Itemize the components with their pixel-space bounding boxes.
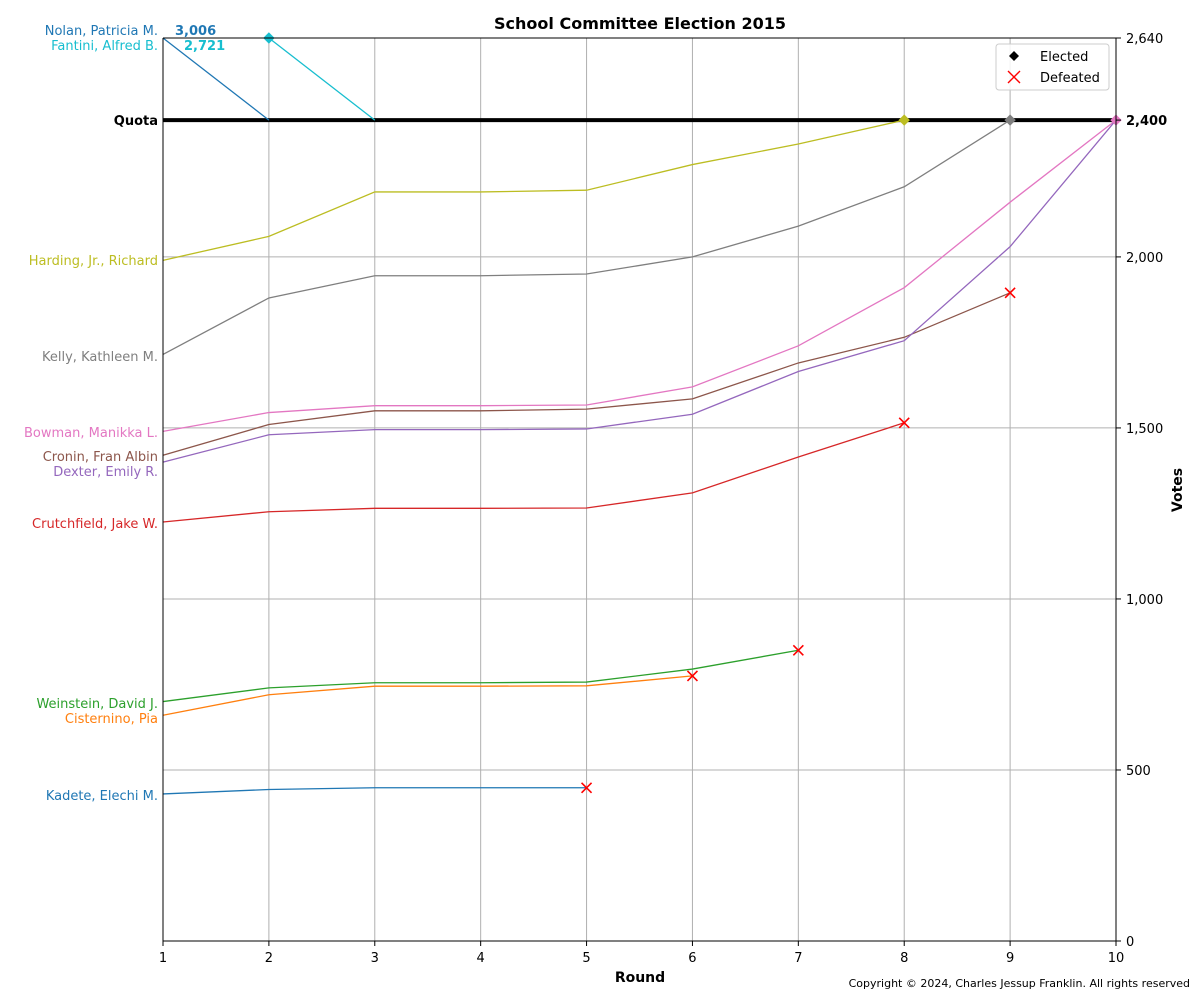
y-tick-label: 0	[1126, 935, 1134, 950]
defeated-marker	[792, 644, 804, 656]
series-line	[162, 649, 799, 703]
x-tick-label: 7	[794, 951, 802, 966]
candidate-label: Nolan, Patricia M.	[45, 24, 158, 39]
x-tick-label: 8	[900, 951, 908, 966]
candidate-label: Dexter, Emily R.	[53, 465, 158, 480]
series-line	[162, 787, 587, 795]
y-tick-label: 2,000	[1126, 251, 1163, 266]
defeated-marker	[1004, 287, 1016, 299]
x-tick-label: 6	[688, 951, 696, 966]
y-tick-label: 500	[1126, 764, 1151, 779]
candidate-label: Bowman, Manikka L.	[24, 426, 158, 441]
start-value-label: 2,721	[184, 39, 225, 54]
start-value-label: 3,006	[175, 24, 216, 39]
legend-label: Elected	[1040, 50, 1088, 65]
series-group	[162, 37, 1117, 795]
series-labels: Nolan, Patricia M. 3,006 Fantini, Alfred B…	[24, 24, 225, 804]
series-line	[162, 422, 905, 523]
elected-marker	[898, 114, 910, 126]
quota-line-group: Quota	[114, 114, 1116, 129]
series-line	[162, 119, 1117, 432]
candidate-label: Weinstein, David J.	[36, 697, 158, 712]
defeated-marker	[898, 417, 910, 429]
x-axis-label: Round	[615, 970, 665, 986]
axes: 1 2 3 4 5 6 7 8 9 100 500 1,000 1,500 2,000 2,400 2,640	[159, 32, 1167, 966]
legend-defeated-icon	[1007, 70, 1021, 84]
y-tick-label: 2,640	[1126, 32, 1163, 47]
y-axis-label: Votes	[1170, 468, 1186, 512]
legend-label: Defeated	[1040, 71, 1100, 86]
x-tick-label: 3	[371, 951, 379, 966]
defeated-marker	[686, 670, 699, 682]
elected-marker	[1004, 114, 1016, 126]
y-tick-label: 1,000	[1126, 593, 1163, 608]
candidate-label: Crutchfield, Jake W.	[32, 517, 158, 532]
candidate-label: Kadete, Elechi M.	[46, 789, 158, 804]
y-tick-label: 1,500	[1126, 422, 1163, 437]
candidate-label: Harding, Jr., Richard	[29, 254, 158, 269]
quota-label: Quota	[114, 114, 158, 129]
copyright-notice: Copyright © 2024, Charles Jessup Frankli…	[849, 977, 1190, 990]
x-tick-label: 2	[265, 951, 273, 966]
legend-elected-icon	[1009, 51, 1019, 61]
series-line	[162, 675, 693, 716]
candidate-label: Cisternino, Pia	[65, 712, 158, 727]
defeated-marker	[580, 782, 593, 794]
x-tick-label: 1	[159, 951, 167, 966]
series-line	[162, 292, 1011, 456]
legend: Elected Defeated	[995, 43, 1110, 91]
chart-title: School Committee Election 2015	[494, 14, 786, 33]
y-tick-label-quota: 2,400	[1126, 114, 1167, 129]
series-line	[162, 119, 1011, 355]
series-line	[268, 37, 376, 121]
series-line	[162, 37, 270, 121]
x-tick-label: 9	[1006, 951, 1014, 966]
grid	[162, 38, 1117, 941]
x-tick-label: 5	[582, 951, 590, 966]
legend-box	[995, 43, 1110, 91]
x-tick-label: 10	[1108, 951, 1125, 966]
series-line	[162, 119, 1117, 463]
candidate-label: Kelly, Kathleen M.	[42, 350, 158, 365]
candidate-label: Fantini, Alfred B.	[51, 39, 158, 54]
candidate-label: Cronin, Fran Albin	[43, 450, 158, 465]
series-line	[162, 119, 905, 261]
x-tick-label: 4	[477, 951, 485, 966]
